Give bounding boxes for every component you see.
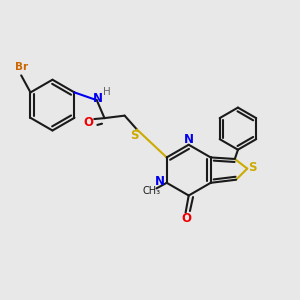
- Text: N: N: [184, 133, 194, 146]
- Text: N: N: [155, 176, 165, 188]
- Text: H: H: [103, 87, 111, 98]
- Text: Br: Br: [15, 62, 28, 72]
- Text: N: N: [93, 92, 103, 105]
- Text: S: S: [248, 161, 256, 175]
- Text: CH₃: CH₃: [143, 187, 161, 196]
- Text: O: O: [181, 212, 191, 225]
- Text: O: O: [83, 116, 93, 129]
- Text: S: S: [130, 129, 139, 142]
